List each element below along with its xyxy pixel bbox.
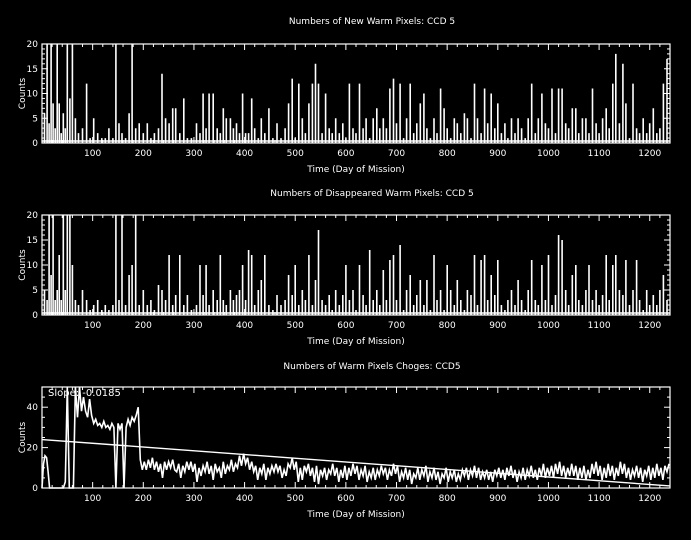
x-tick-label: 500: [287, 494, 304, 504]
x-tick-label: 100: [84, 321, 101, 331]
x-tick-label: 1200: [638, 149, 661, 159]
x-axis-label: Time (Day of Mission): [306, 510, 404, 520]
y-tick-label: 10: [27, 90, 39, 100]
y-axis-label: Counts: [18, 77, 28, 109]
y-tick-label: 10: [27, 261, 39, 271]
slope-annotation: Slope: -0.0185: [48, 388, 121, 399]
x-tick-label: 800: [439, 321, 456, 331]
x-tick-label: 600: [337, 321, 354, 331]
x-tick-label: 800: [439, 149, 456, 159]
x-tick-label: 700: [388, 149, 405, 159]
fit-line: [41, 438, 671, 487]
x-tick-label: 1000: [537, 149, 560, 159]
data-series: [42, 215, 670, 315]
y-tick-label: 0: [32, 311, 38, 321]
chart-title: Numbers of Disappeared Warm Pixels: CCD …: [270, 189, 473, 199]
x-tick-label: 900: [489, 321, 506, 331]
x-tick-label: 300: [185, 494, 202, 504]
x-tick-label: 300: [185, 321, 202, 331]
x-tick-label: 1000: [537, 321, 560, 331]
x-tick-label: 800: [439, 494, 456, 504]
y-axis-label: Counts: [18, 249, 28, 281]
x-tick-label: 1100: [588, 321, 611, 331]
y-tick-label: 0: [32, 484, 38, 494]
y-tick-label: 15: [27, 65, 38, 75]
x-tick-label: 300: [185, 149, 202, 159]
x-tick-label: 500: [287, 149, 304, 159]
x-tick-label: 700: [388, 494, 405, 504]
data-series: [41, 386, 670, 489]
y-tick-label: 20: [27, 444, 39, 454]
x-axis-label: Time (Day of Mission): [306, 165, 404, 175]
x-tick-label: 100: [84, 494, 101, 504]
y-tick-label: 20: [27, 40, 39, 50]
x-tick-label: 600: [337, 149, 354, 159]
x-tick-label: 200: [135, 321, 152, 331]
x-tick-label: 100: [84, 149, 101, 159]
x-tick-label: 200: [135, 494, 152, 504]
chart-title: Numbers of Warm Pixels Choges: CCD5: [283, 362, 460, 372]
y-tick-label: 5: [32, 114, 38, 124]
x-tick-label: 1200: [638, 321, 661, 331]
x-tick-label: 700: [388, 321, 405, 331]
x-tick-label: 1100: [588, 149, 611, 159]
x-tick-label: 200: [135, 149, 152, 159]
chart-title: Numbers of New Warm Pixels: CCD 5: [289, 17, 455, 27]
y-tick-label: 15: [27, 236, 38, 246]
x-tick-label: 900: [489, 149, 506, 159]
x-tick-label: 400: [236, 149, 253, 159]
x-axis-label: Time (Day of Mission): [306, 337, 404, 347]
x-tick-label: 500: [287, 321, 304, 331]
x-tick-label: 400: [236, 321, 253, 331]
x-tick-label: 900: [489, 494, 506, 504]
x-tick-label: 600: [337, 494, 354, 504]
x-tick-label: 400: [236, 494, 253, 504]
chart-panel-3: Numbers of Warm Pixels Choges: CCD5 100 20…: [18, 362, 671, 520]
x-tick-label: 1000: [537, 494, 560, 504]
y-axis-label: Counts: [18, 421, 28, 453]
x-tick-label: 1100: [588, 494, 611, 504]
y-tick-label: 40: [27, 403, 39, 413]
y-tick-label: 0: [32, 139, 38, 149]
y-tick-label: 20: [27, 211, 39, 221]
chart-panel-2: Numbers of Disappeared Warm Pixels: CCD …: [18, 189, 671, 347]
x-tick-label: 1200: [638, 494, 661, 504]
y-tick-label: 5: [32, 286, 38, 296]
